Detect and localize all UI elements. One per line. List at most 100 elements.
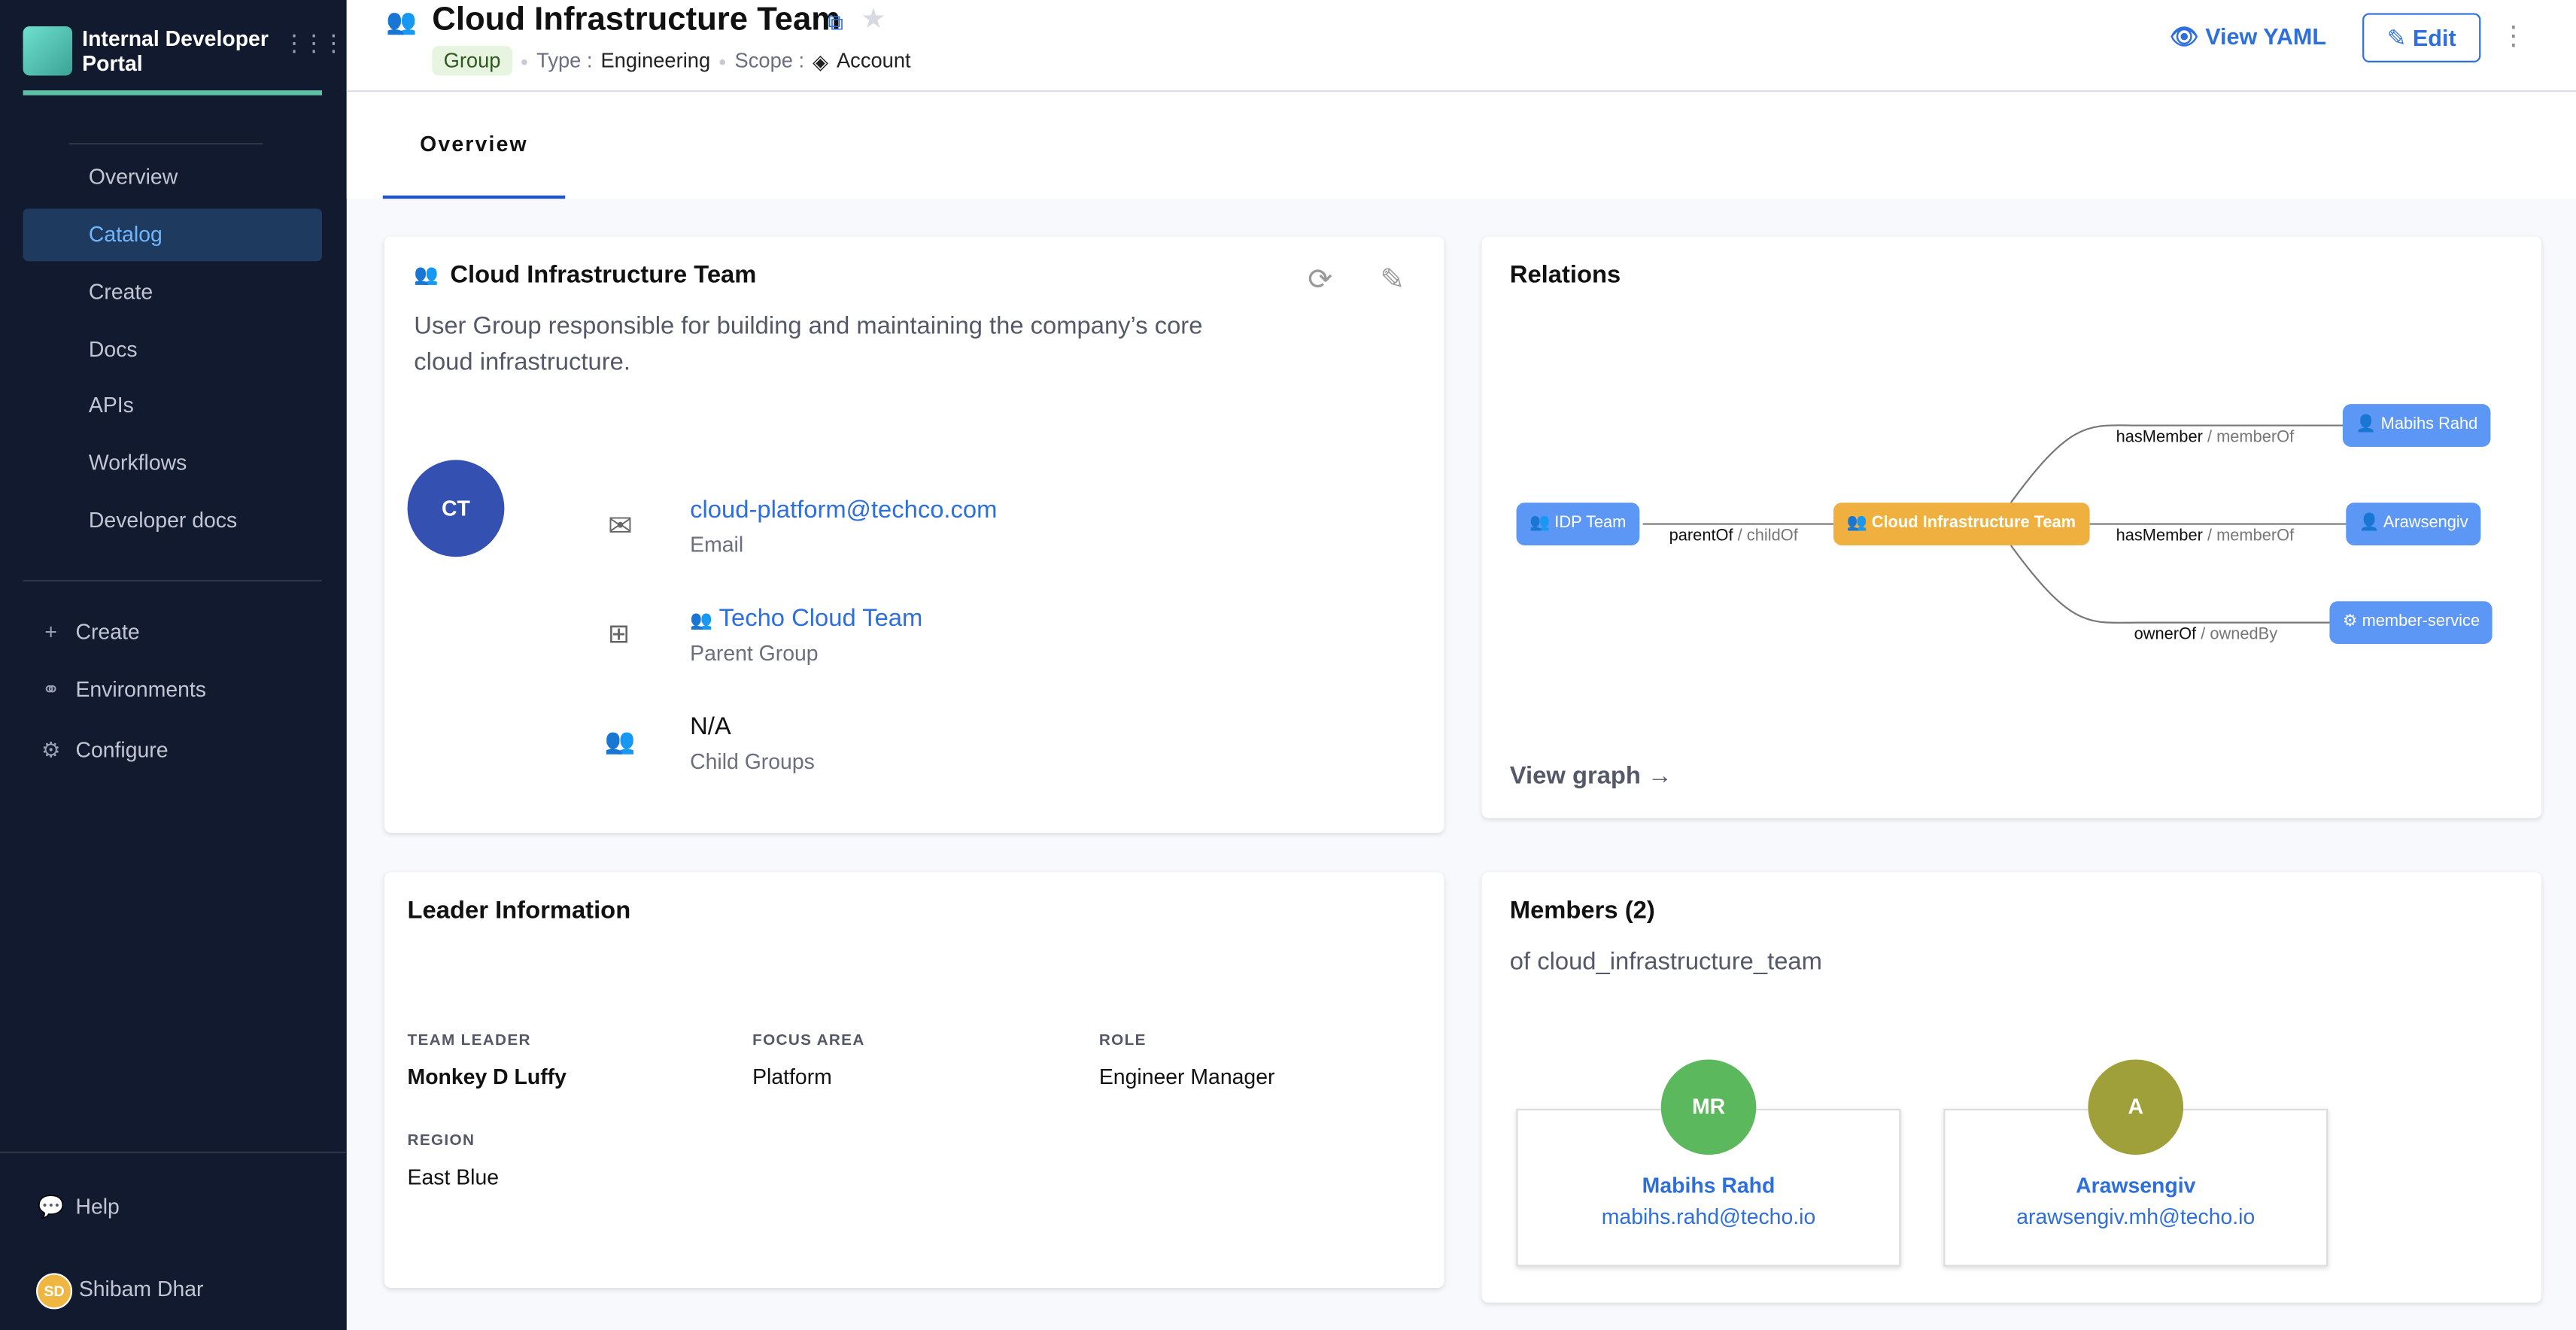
user-name: Shibam Dhar: [78, 1276, 204, 1301]
region-value: East Blue: [407, 1165, 500, 1189]
email-link[interactable]: cloud-platform@techco.com: [690, 496, 998, 524]
parent-label: Parent Group: [690, 640, 819, 666]
copy-icon[interactable]: ⧉: [828, 10, 843, 35]
edge-label: hasMember / memberOf: [2116, 527, 2295, 545]
label: View YAML: [2205, 23, 2327, 50]
team-leader-value: Monkey D Luffy: [407, 1064, 567, 1089]
sidebar-item-help[interactable]: 💬 Help: [36, 1188, 120, 1227]
layers-icon: ◈: [813, 50, 829, 74]
apps-grid-icon[interactable]: ⋮⋮⋮: [282, 29, 345, 56]
edge-label: hasMember / memberOf: [2116, 428, 2295, 447]
divider: [23, 90, 322, 96]
edge-svc: [2009, 545, 2330, 624]
kind-badge: Group: [432, 46, 512, 76]
node-label: Cloud Infrastructure Team: [1871, 514, 2076, 533]
member-email[interactable]: mabihs.rahd@techo.io: [1601, 1204, 1816, 1229]
sidebar-item-overview[interactable]: Overview: [88, 164, 178, 190]
card-title: Members (2): [1509, 897, 1655, 925]
pencil-icon: ✎: [2386, 24, 2407, 51]
label: Configure: [75, 737, 169, 763]
description: User Group responsible for building and …: [414, 311, 1203, 377]
node-label: Mabihs Rahd: [2380, 415, 2478, 434]
portal-logo[interactable]: [23, 26, 73, 76]
edit-button[interactable]: ✎ Edit: [2362, 13, 2481, 62]
group-icon: 👥: [690, 611, 713, 631]
environments-icon: ⚭: [41, 676, 60, 702]
node-label: Arawsengiv: [2383, 514, 2468, 533]
node-label: member-service: [2362, 612, 2480, 631]
sidebar-item-apis[interactable]: APIs: [88, 392, 134, 418]
edge-label: parentOf / childOf: [1669, 527, 1798, 545]
email-icon: ✉: [607, 509, 633, 542]
hierarchy-icon: ⊞: [607, 621, 630, 649]
card-title: Cloud Infrastructure Team: [450, 261, 757, 290]
graph-node-member-service[interactable]: ⚙ member-service: [2329, 601, 2493, 644]
relations-card: Relations 👥 IDP Team 👥 Cloud Infrastruct…: [1481, 236, 2542, 818]
sidebar-item-docs[interactable]: Docs: [88, 336, 138, 362]
sidebar-item-catalog[interactable]: Catalog: [23, 208, 322, 262]
email-label: Email: [690, 532, 744, 557]
label: Environments: [75, 676, 207, 702]
members-subtitle: of cloud_infrastructure_team: [1509, 947, 1822, 976]
sidebar-item-developer-docs[interactable]: Developer docs: [88, 507, 238, 533]
scope-value: Account: [836, 49, 911, 73]
page-title: Cloud Infrastructure Team: [432, 2, 841, 38]
label: Create: [75, 619, 140, 644]
avatar: CT: [407, 460, 505, 557]
field-label: ROLE: [1098, 1031, 1147, 1050]
view-graph-link[interactable]: View graph →: [1510, 762, 1672, 790]
card-title: Relations: [1509, 261, 1621, 290]
groups-icon: 👥: [604, 727, 636, 756]
child-groups-value: N/A: [690, 712, 731, 741]
group-icon: 👥: [386, 8, 417, 37]
parent-group-link[interactable]: 👥 Techo Cloud Team: [690, 605, 922, 633]
entity-meta: Group ● Type : Engineering ● Scope : ◈ Accoun…: [432, 46, 911, 76]
brand-name: Internal Developer Portal: [82, 26, 269, 76]
scope-label: Scope :: [734, 49, 805, 73]
member-name[interactable]: Arawsengiv: [2076, 1173, 2196, 1198]
sidebar-item-create-secondary[interactable]: + Create: [36, 613, 140, 652]
relations-edges: [1642, 424, 2347, 624]
sidebar-item-workflows[interactable]: Workflows: [88, 450, 187, 475]
sidebar-item-create[interactable]: Create: [88, 279, 153, 304]
type-label: Type :: [536, 49, 593, 73]
group-icon: 👥: [414, 263, 439, 286]
avatar: SD: [36, 1272, 73, 1309]
field-label: FOCUS AREA: [752, 1031, 865, 1050]
plus-icon: +: [44, 619, 57, 644]
edit-icon[interactable]: ✎: [1380, 263, 1405, 296]
child-groups-label: Child Groups: [690, 749, 815, 774]
eye-icon: 👁: [2169, 23, 2199, 50]
graph-node-center[interactable]: 👥 Cloud Infrastructure Team: [1833, 503, 2089, 545]
sidebar-item-configure[interactable]: ⚙ Configure: [36, 731, 169, 770]
graph-node-arawsengiv[interactable]: 👤 Arawsengiv: [2346, 503, 2482, 545]
sidebar: Internal Developer Portal ⋮⋮⋮ Overview C…: [0, 0, 347, 1330]
type-value: Engineering: [600, 49, 711, 73]
member-email[interactable]: arawsengiv.mh@techo.io: [2016, 1204, 2256, 1229]
star-icon[interactable]: ★: [861, 3, 886, 35]
gear-icon: ⚙: [41, 737, 61, 763]
user-profile[interactable]: SD Shibam Dhar: [36, 1270, 204, 1309]
sidebar-item-environments[interactable]: ⚭ Environments: [36, 670, 206, 709]
parent-name: Techo Cloud Team: [718, 604, 923, 633]
tab-bar: Overview: [346, 92, 2576, 199]
avatar: MR: [1660, 1059, 1757, 1155]
node-label: IDP Team: [1554, 514, 1627, 533]
refresh-icon[interactable]: ⟳: [1308, 263, 1333, 296]
edge-label: ownerOf / ownedBy: [2134, 625, 2278, 644]
divider: [23, 579, 322, 582]
card-title: Leader Information: [407, 897, 631, 925]
role-value: Engineer Manager: [1098, 1064, 1275, 1089]
divider: [68, 142, 263, 145]
about-card: 👥 Cloud Infrastructure Team ⟳ ✎ User Gro…: [384, 236, 1444, 834]
member-name[interactable]: Mabihs Rahd: [1642, 1173, 1776, 1198]
tab-overview[interactable]: Overview: [382, 92, 566, 199]
label: Help: [75, 1194, 120, 1219]
more-options-icon[interactable]: ⋮: [2500, 23, 2527, 51]
arrow-right-icon: →: [1648, 762, 1672, 791]
graph-node-idp-team[interactable]: 👥 IDP Team: [1516, 503, 1639, 545]
graph-node-mabihs-rahd[interactable]: 👤 Mabihs Rahd: [2342, 404, 2491, 447]
view-yaml-button[interactable]: 👁 View YAML: [2170, 23, 2326, 51]
avatar: A: [2088, 1059, 2184, 1155]
leader-card: Leader Information TEAM LEADER Monkey D …: [384, 872, 1444, 1288]
